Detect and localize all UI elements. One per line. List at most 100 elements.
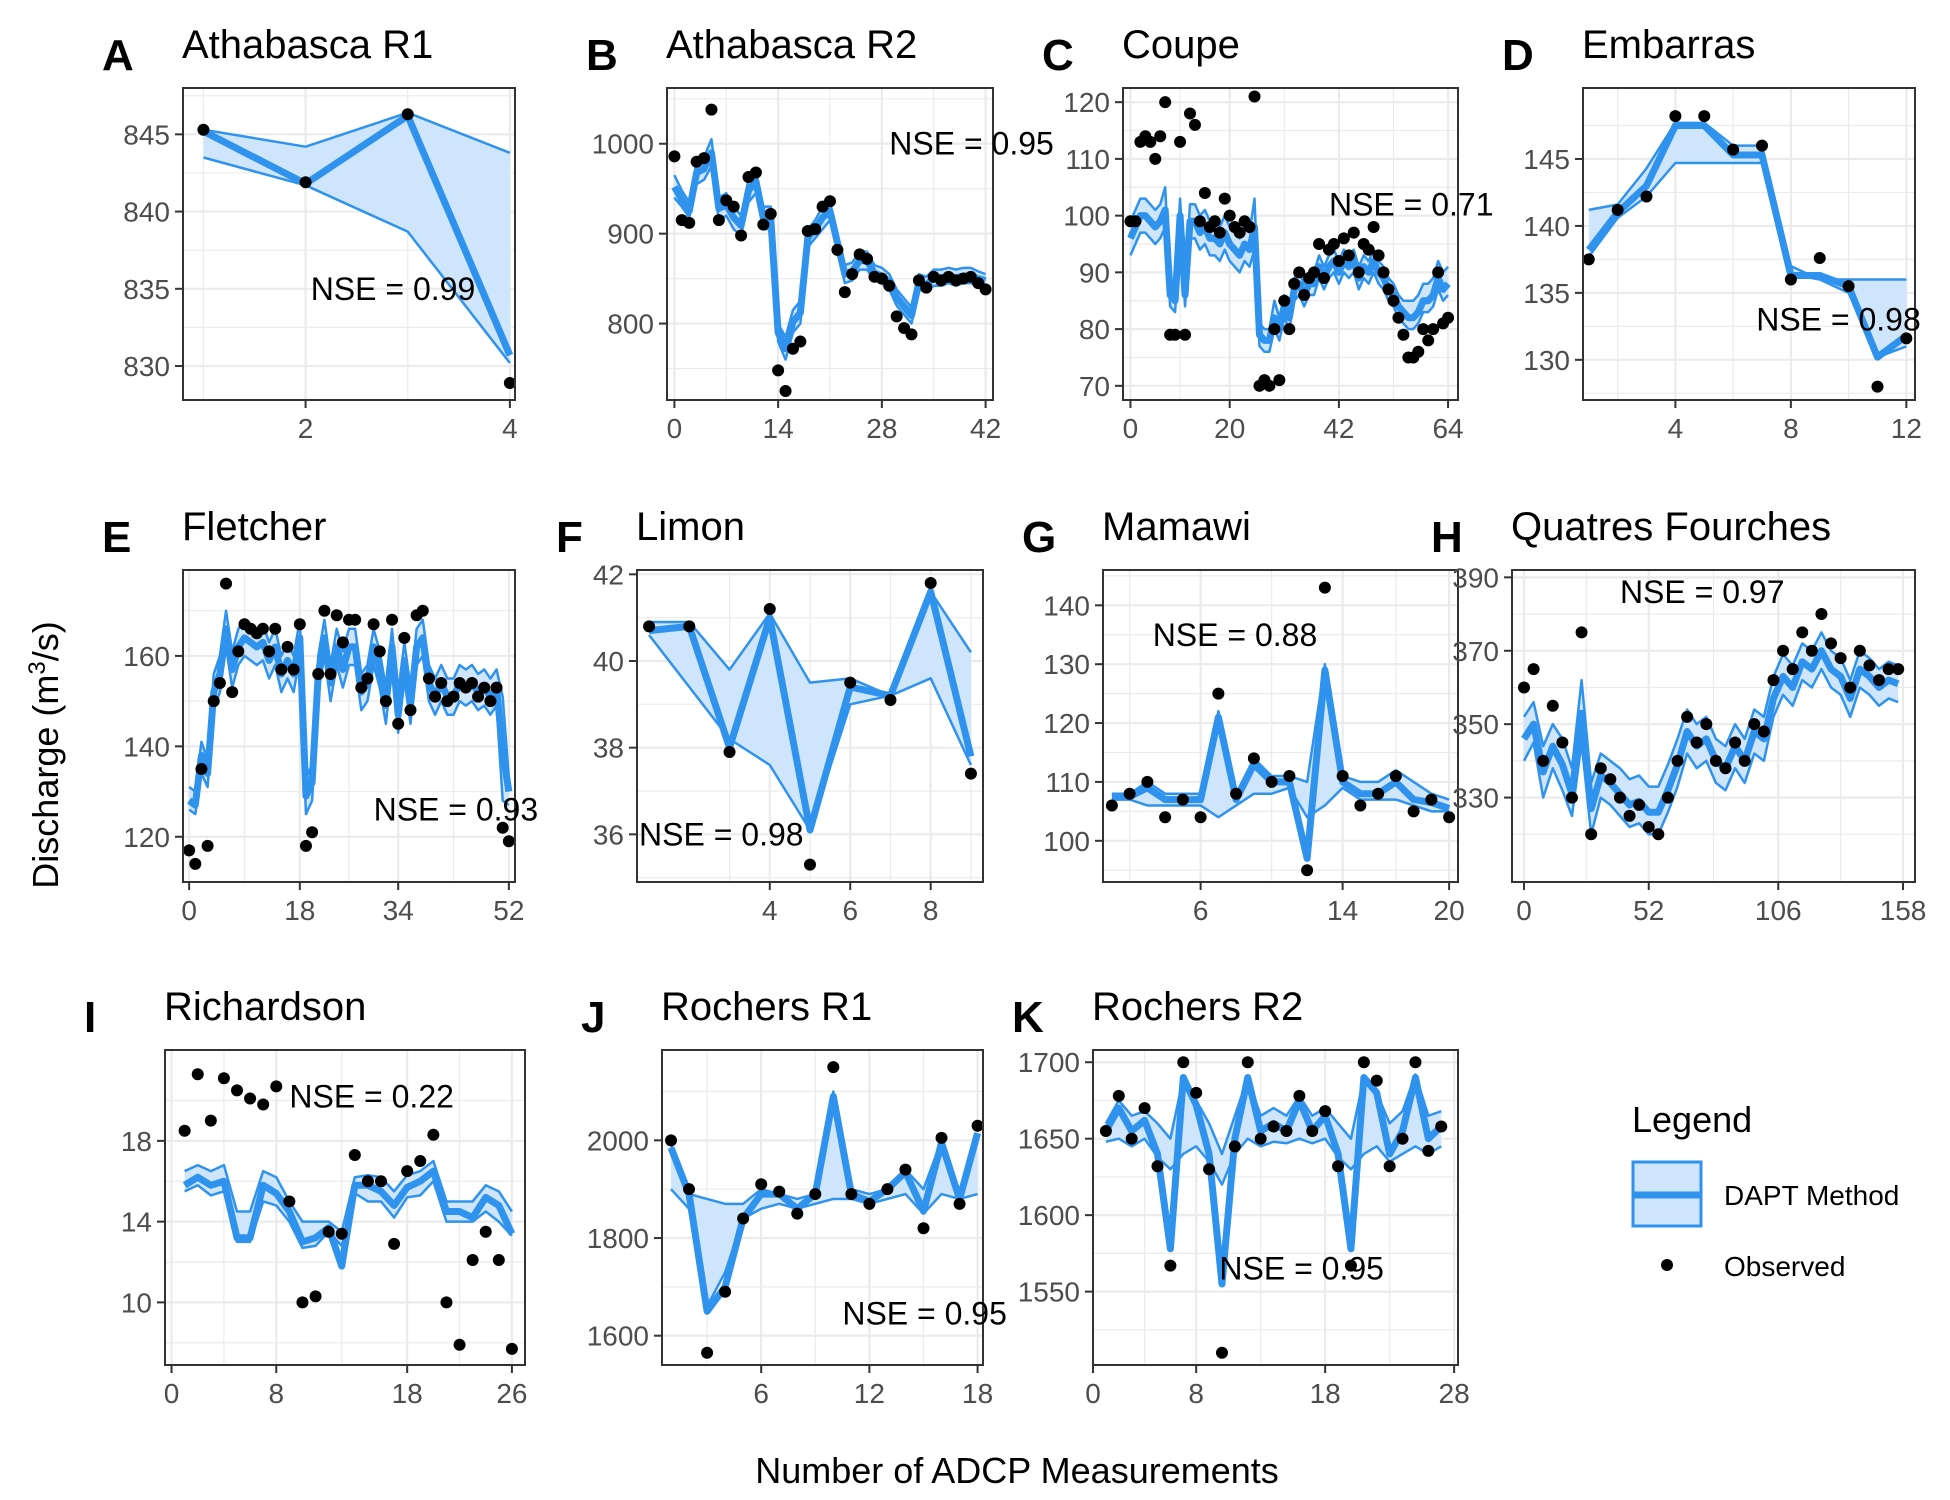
panel-letter: H xyxy=(1431,513,1463,562)
observed-point xyxy=(1425,793,1438,806)
panel-border xyxy=(164,1049,526,1366)
observed-point xyxy=(863,1197,876,1210)
y-axis-label: Discharge (m3/s) xyxy=(24,621,67,888)
observed-point xyxy=(905,328,918,341)
y-tick-label: 840 xyxy=(123,197,170,228)
observed-point xyxy=(201,839,214,852)
panel-b: 0 14 28 42 800 900 1000 B Athabasca R2 NSE = 0.95 xyxy=(586,23,1054,444)
observed-point xyxy=(220,577,233,590)
observed-point xyxy=(1640,190,1653,203)
x-tick-label: 26 xyxy=(496,1378,527,1409)
nse-annotation: NSE = 0.71 xyxy=(1329,186,1494,222)
x-tick-label: 0 xyxy=(1123,413,1139,444)
panel-title: Fletcher xyxy=(182,505,327,549)
panel-e: 0 18 34 52 120 140 160 E Fletcher NSE = 0.93 xyxy=(102,505,538,926)
y-tick-label: 900 xyxy=(607,219,654,250)
observed-point xyxy=(1179,328,1192,341)
x-tick-label: 52 xyxy=(493,895,524,926)
nse-annotation: NSE = 0.95 xyxy=(1219,1251,1384,1287)
panel-j: 6 12 18 1600 1800 2000 J Rochers R1 NSE = 0.95 xyxy=(581,985,1007,1409)
legend: Legend DAPT Method Observed xyxy=(1631,1099,1899,1282)
observed-point xyxy=(1777,644,1790,657)
dapt-method-line xyxy=(201,112,514,357)
observed-point xyxy=(1327,238,1340,250)
y-tick-label: 1700 xyxy=(1018,1047,1080,1078)
observed-point xyxy=(472,690,485,703)
observed-point xyxy=(392,717,405,730)
observed-point xyxy=(953,1197,966,1210)
observed-point xyxy=(183,844,196,857)
dapt-band xyxy=(671,1091,978,1307)
observed-point xyxy=(1719,762,1732,775)
y-tick-label: 390 xyxy=(1452,562,1499,593)
observed-point xyxy=(479,1225,492,1238)
observed-point xyxy=(269,622,282,635)
observed-point xyxy=(1784,273,1797,286)
panel-title: Rochers R1 xyxy=(661,985,872,1029)
observed-point xyxy=(1318,581,1331,594)
panel-title: Athabasca R2 xyxy=(666,23,917,67)
x-tick-label: 28 xyxy=(1439,1378,1470,1409)
panel-i: 0 8 18 26 10 14 18 I Richardson NSE = 0.22 xyxy=(84,985,527,1409)
observed-point xyxy=(1184,107,1196,120)
observed-point xyxy=(1690,736,1703,749)
panel-title: Embarras xyxy=(1582,23,1755,67)
y-axis-label-base: Discharge (m xyxy=(25,675,66,889)
observed-point xyxy=(1278,294,1291,307)
observed-point xyxy=(683,216,696,229)
x-axis-label: Number of ADCP Measurements xyxy=(755,1450,1279,1491)
observed-point xyxy=(1176,793,1189,806)
observed-point xyxy=(299,176,312,189)
observed-point xyxy=(1397,328,1410,341)
observed-point xyxy=(838,286,851,299)
observed-point xyxy=(1265,775,1278,788)
x-tick-label: 0 xyxy=(1085,1378,1101,1409)
observed-point xyxy=(204,1114,217,1127)
observed-point xyxy=(1105,799,1118,812)
observed-point xyxy=(1123,787,1136,800)
observed-point xyxy=(226,686,239,699)
panel-title: Quatres Fourches xyxy=(1511,505,1831,549)
observed-point xyxy=(1319,1105,1332,1118)
observed-point xyxy=(1815,608,1828,621)
observed-point xyxy=(349,613,362,626)
observed-point xyxy=(1642,820,1655,833)
y-tick-label: 140 xyxy=(1523,211,1570,242)
observed-point xyxy=(845,1188,858,1201)
y-tick-label: 140 xyxy=(123,731,170,762)
panel-border xyxy=(182,569,516,883)
observed-point xyxy=(1442,311,1455,324)
observed-point xyxy=(1352,266,1365,279)
x-tick-label: 12 xyxy=(854,1378,885,1409)
x-tick-label: 6 xyxy=(842,895,858,926)
observed-point xyxy=(1863,659,1876,672)
observed-point xyxy=(505,1342,518,1355)
observed-point xyxy=(1900,332,1913,345)
observed-point xyxy=(1313,238,1326,250)
dapt-method-line xyxy=(648,588,975,834)
y-tick-label: 800 xyxy=(607,309,654,340)
observed-point xyxy=(1796,626,1809,639)
observed-point xyxy=(1582,253,1595,266)
dapt-lower-line xyxy=(203,156,511,364)
y-tick-label: 14 xyxy=(121,1207,152,1238)
y-tick-label: 1550 xyxy=(1018,1277,1080,1308)
observed-point xyxy=(683,1183,696,1196)
panel-d: 4 8 12 130 135 140 145 D Embarras NSE = 0.98 xyxy=(1502,23,1922,444)
y-tick-label: 80 xyxy=(1079,314,1110,345)
observed-point xyxy=(920,281,933,294)
observed-point xyxy=(1293,1089,1306,1102)
observed-point xyxy=(844,676,857,689)
observed-point xyxy=(1842,280,1855,293)
y-tick-label: 110 xyxy=(1045,767,1090,798)
observed-point xyxy=(1443,811,1456,824)
x-tick-label: 52 xyxy=(1633,895,1664,926)
observed-point xyxy=(1164,1259,1177,1272)
observed-point xyxy=(1805,644,1818,657)
dapt-method-line xyxy=(1111,666,1451,862)
panel-letter: A xyxy=(102,31,134,80)
observed-point xyxy=(1230,787,1243,800)
observed-point xyxy=(1422,334,1435,347)
observed-point xyxy=(440,1296,453,1309)
